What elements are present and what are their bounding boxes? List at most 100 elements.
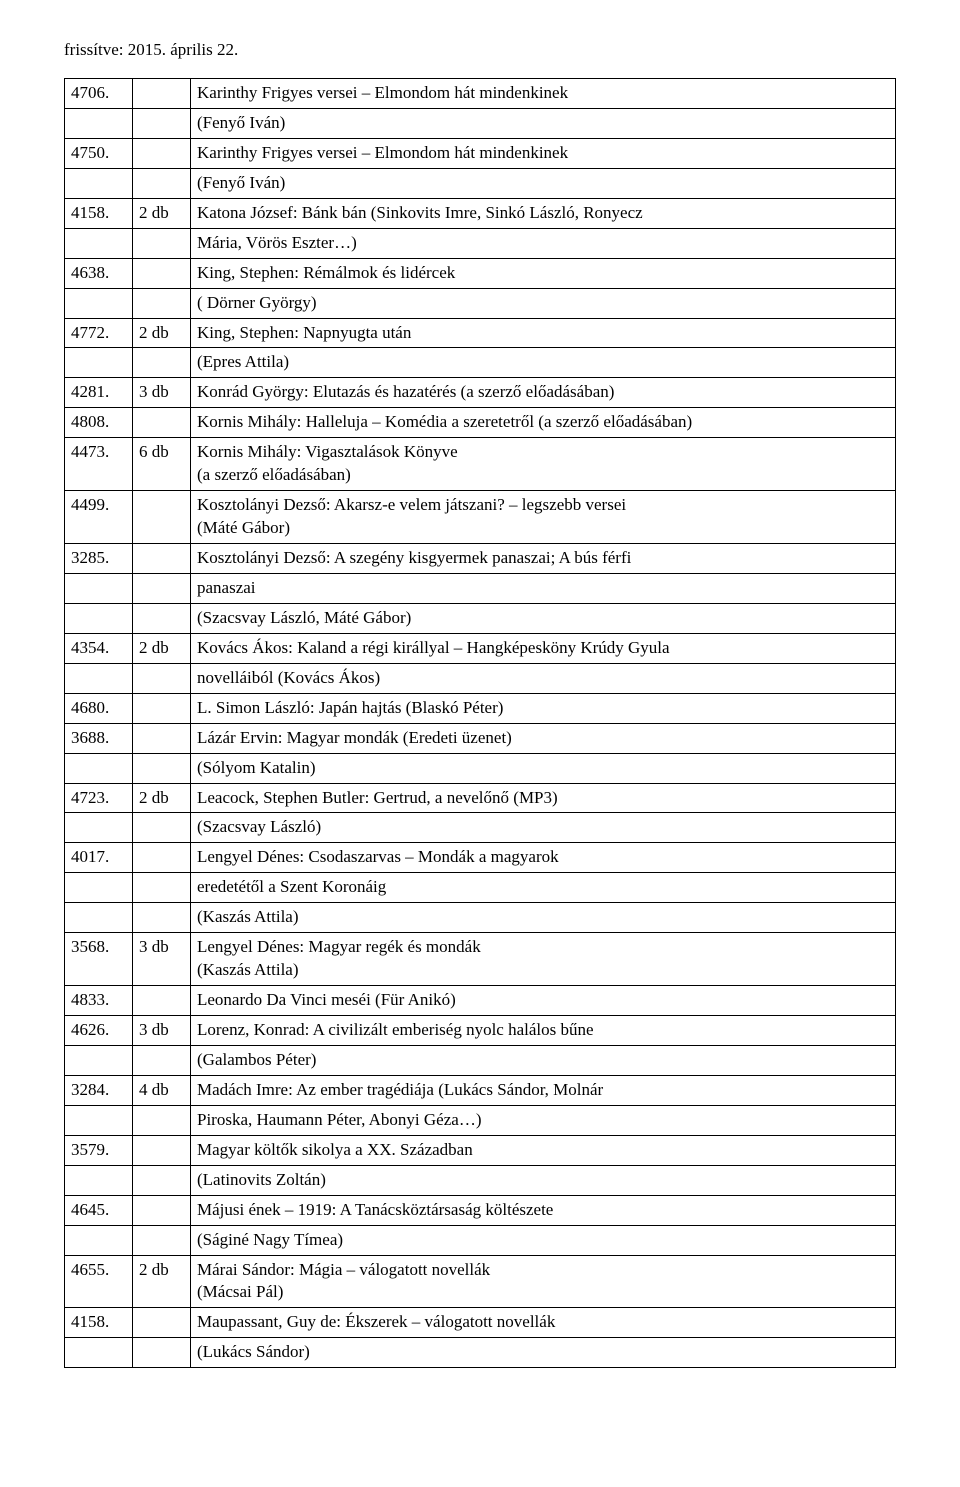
title-cell: Kornis Mihály: Halleluja – Komédia a sze… (191, 408, 896, 438)
title-cell: (Fenyő Iván) (191, 168, 896, 198)
catalog-id-cell (65, 168, 133, 198)
catalog-id-cell (65, 1338, 133, 1368)
quantity-cell (133, 228, 191, 258)
title-cell: King, Stephen: Napnyugta után (191, 318, 896, 348)
title-cell: Mária, Vörös Eszter…) (191, 228, 896, 258)
catalog-id-cell: 4473. (65, 438, 133, 491)
title-cell: (Galambos Péter) (191, 1045, 896, 1075)
table-row: (Szacsvay László, Máté Gábor) (65, 603, 896, 633)
title-cell: Lázár Ervin: Magyar mondák (Eredeti üzen… (191, 723, 896, 753)
table-row: 4158.2 dbKatona József: Bánk bán (Sinkov… (65, 198, 896, 228)
catalog-id-cell: 4499. (65, 491, 133, 544)
catalog-id-cell (65, 903, 133, 933)
title-cell: (Latinovits Zoltán) (191, 1165, 896, 1195)
table-row: 4638. King, Stephen: Rémálmok és lidércek (65, 258, 896, 288)
catalog-id-cell (65, 813, 133, 843)
quantity-cell (133, 603, 191, 633)
quantity-cell: 3 db (133, 933, 191, 986)
catalog-id-cell: 4706. (65, 79, 133, 109)
catalog-id-cell: 3579. (65, 1135, 133, 1165)
catalog-id-cell (65, 108, 133, 138)
title-cell: novelláiból (Kovács Ákos) (191, 663, 896, 693)
quantity-cell (133, 1105, 191, 1135)
catalog-id-cell (65, 1225, 133, 1255)
table-row: 3284.4 dbMadách Imre: Az ember tragédiáj… (65, 1075, 896, 1105)
quantity-cell (133, 491, 191, 544)
title-cell: Leonardo Da Vinci meséi (Für Anikó) (191, 986, 896, 1016)
catalog-id-cell (65, 873, 133, 903)
table-row: eredetétől a Szent Koronáig (65, 873, 896, 903)
table-row: 4655.2 dbMárai Sándor: Mágia – válogatot… (65, 1255, 896, 1308)
table-row: 4499.Kosztolányi Dezső: Akarsz-e velem j… (65, 491, 896, 544)
quantity-cell (133, 1045, 191, 1075)
table-row: novelláiból (Kovács Ákos) (65, 663, 896, 693)
title-cell: Kosztolányi Dezső: A szegény kisgyermek … (191, 544, 896, 574)
title-cell: Lorenz, Konrad: A civilizált emberiség n… (191, 1016, 896, 1046)
table-row: 4680. L. Simon László: Japán hajtás (Blas… (65, 693, 896, 723)
title-cell: (Ságiné Nagy Tímea) (191, 1225, 896, 1255)
table-row: 4354.2 dbKovács Ákos: Kaland a régi kirá… (65, 633, 896, 663)
quantity-cell: 4 db (133, 1075, 191, 1105)
catalog-id-cell (65, 753, 133, 783)
quantity-cell (133, 1165, 191, 1195)
title-cell: King, Stephen: Rémálmok és lidércek (191, 258, 896, 288)
table-row: 4723.2 dbLeacock, Stephen Butler: Gertru… (65, 783, 896, 813)
catalog-id-cell: 3568. (65, 933, 133, 986)
title-cell: ( Dörner György) (191, 288, 896, 318)
catalog-id-cell: 3688. (65, 723, 133, 753)
quantity-cell: 2 db (133, 633, 191, 663)
table-row: 4772.2 dbKing, Stephen: Napnyugta után (65, 318, 896, 348)
table-row: (Latinovits Zoltán) (65, 1165, 896, 1195)
table-row: (Galambos Péter) (65, 1045, 896, 1075)
quantity-cell (133, 873, 191, 903)
quantity-cell (133, 288, 191, 318)
quantity-cell: 6 db (133, 438, 191, 491)
title-cell: Kovács Ákos: Kaland a régi királlyal – H… (191, 633, 896, 663)
quantity-cell (133, 168, 191, 198)
title-cell: (Kaszás Attila) (191, 903, 896, 933)
catalog-id-cell: 4158. (65, 1308, 133, 1338)
quantity-cell (133, 986, 191, 1016)
catalog-id-cell (65, 663, 133, 693)
table-row: 4808.Kornis Mihály: Halleluja – Komédia … (65, 408, 896, 438)
quantity-cell (133, 258, 191, 288)
table-row: panaszai (65, 573, 896, 603)
catalog-table: 4706. Karinthy Frigyes versei – Elmondom … (64, 78, 896, 1368)
quantity-cell (133, 138, 191, 168)
table-row: ( Dörner György) (65, 288, 896, 318)
title-cell: L. Simon László: Japán hajtás (Blaskó Pé… (191, 693, 896, 723)
table-row: (Szacsvay László) (65, 813, 896, 843)
table-row: (Epres Attila) (65, 348, 896, 378)
catalog-id-cell: 4626. (65, 1016, 133, 1046)
quantity-cell (133, 1308, 191, 1338)
page-header: frissítve: 2015. április 22. (64, 40, 896, 60)
table-row: Piroska, Haumann Péter, Abonyi Géza…) (65, 1105, 896, 1135)
title-cell: (Szacsvay László, Máté Gábor) (191, 603, 896, 633)
catalog-id-cell (65, 573, 133, 603)
catalog-id-cell: 4772. (65, 318, 133, 348)
quantity-cell (133, 408, 191, 438)
table-row: (Sólyom Katalin) (65, 753, 896, 783)
title-cell: Piroska, Haumann Péter, Abonyi Géza…) (191, 1105, 896, 1135)
title-cell: Májusi ének – 1919: A Tanácsköztársaság … (191, 1195, 896, 1225)
quantity-cell (133, 813, 191, 843)
quantity-cell (133, 903, 191, 933)
table-row: 4645.Májusi ének – 1919: A Tanácsköztárs… (65, 1195, 896, 1225)
catalog-id-cell: 4680. (65, 693, 133, 723)
table-row: 3688. Lázár Ervin: Magyar mondák (Eredeti… (65, 723, 896, 753)
catalog-id-cell: 3284. (65, 1075, 133, 1105)
table-row: (Fenyő Iván) (65, 108, 896, 138)
quantity-cell (133, 348, 191, 378)
catalog-id-cell: 4655. (65, 1255, 133, 1308)
catalog-id-cell (65, 228, 133, 258)
quantity-cell (133, 1135, 191, 1165)
title-cell: Katona József: Bánk bán (Sinkovits Imre,… (191, 198, 896, 228)
table-row: 4626.3 dbLorenz, Konrad: A civilizált em… (65, 1016, 896, 1046)
catalog-id-cell: 4638. (65, 258, 133, 288)
catalog-id-cell (65, 1105, 133, 1135)
table-row: 4158. Maupassant, Guy de: Ékszerek – válo… (65, 1308, 896, 1338)
title-cell: Karinthy Frigyes versei – Elmondom hát m… (191, 79, 896, 109)
title-cell: Maupassant, Guy de: Ékszerek – válogatot… (191, 1308, 896, 1338)
table-row: Mária, Vörös Eszter…) (65, 228, 896, 258)
quantity-cell (133, 1195, 191, 1225)
